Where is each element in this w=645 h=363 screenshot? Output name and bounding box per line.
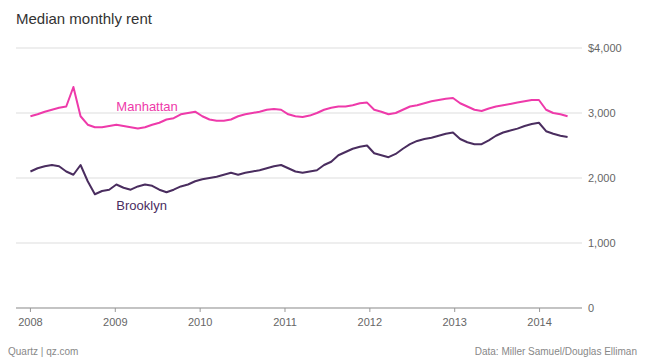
chart: Median monthly rent 0 1,000 2,000 3,000 $4,00… [0,0,645,363]
y-tick-label: 1,000 [588,237,616,249]
x-tick [454,308,455,312]
line [30,123,567,195]
x-tick [284,308,285,312]
x-tick [115,308,116,312]
source-right: Data: Miller Samuel/Douglas Elliman [475,346,637,357]
x-tick-label: 2009 [103,316,127,328]
series-label: Brooklyn [116,198,167,213]
series-labels: Manhattan Brooklyn [116,99,177,213]
x-tick-label: 2014 [527,316,551,328]
x-tick-label: 2013 [442,316,466,328]
x-tick-label: 2012 [358,316,382,328]
grid-line [16,308,582,309]
source-left: Quartz | qz.com [8,346,78,357]
title: Median monthly rent [16,10,153,27]
x-tick [30,308,31,312]
grid [16,48,582,308]
y-tick-label: 3,000 [588,107,616,119]
series-label: Manhattan [116,99,177,114]
plot-area [30,87,567,194]
grid-line [16,48,582,49]
grid-line [16,243,582,244]
grid-line [16,178,582,179]
y-tick-label: $4,000 [588,42,622,54]
line [30,87,567,129]
x-axis-line [16,308,582,309]
y-tick-label: 2,000 [588,172,616,184]
x-tick [369,308,370,312]
x-tick-label: 2011 [273,316,297,328]
x-tick [539,308,540,312]
x-tick [200,308,201,312]
grid-line [16,113,582,114]
x-tick-label: 2008 [18,316,42,328]
x-tick-label: 2010 [188,316,212,328]
y-tick-label: 0 [588,302,594,314]
